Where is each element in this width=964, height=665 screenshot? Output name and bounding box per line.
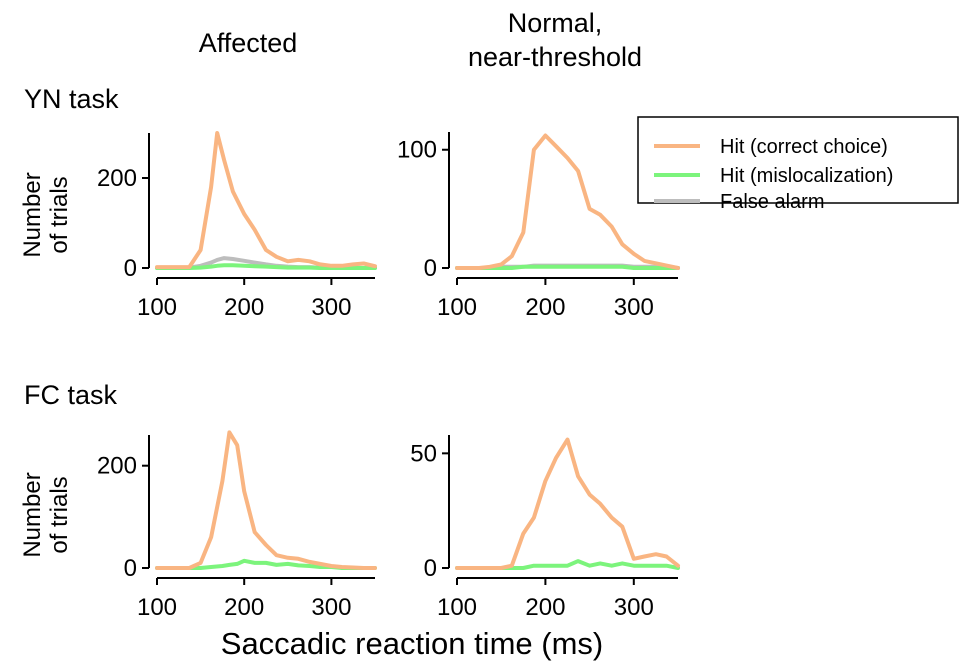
column-title-normal-line2: near-threshold [468, 42, 642, 72]
ylabel-top-line2: of trials [46, 176, 73, 253]
legend-label-false-alarm: False alarm [720, 191, 824, 213]
xlabel: Saccadic reaction time (ms) [221, 626, 603, 661]
y-tick-label-fc-normal: 0 [424, 555, 437, 582]
x-tick-label-yn-affected: 200 [224, 294, 264, 321]
row-title-fc-task: FC task [24, 380, 118, 410]
x-tick-label-fc-normal: 300 [614, 594, 654, 621]
y-tick-label-yn-affected: 0 [124, 255, 137, 282]
y-tick-label-yn-normal: 100 [397, 137, 437, 164]
y-tick-label-fc-affected: 200 [97, 453, 137, 480]
column-title-affected: Affected [199, 28, 298, 58]
panel-fc-affected: 100 200 300 0 200 [97, 430, 377, 621]
y-tick-label-yn-affected: 200 [97, 165, 137, 192]
series-line-hit-correct-yn-affected [155, 131, 377, 270]
series-line-hit-mislocalization-yn-affected [155, 263, 377, 270]
ylabel-top-line1: Number [19, 172, 46, 257]
y-tick-label-fc-normal: 50 [410, 440, 437, 467]
legend-label-hit-mislocalization: Hit (mislocalization) [720, 165, 893, 187]
x-tick-label-fc-normal: 200 [525, 594, 565, 621]
x-tick-label-fc-affected: 200 [224, 594, 264, 621]
x-tick-label-fc-normal: 100 [437, 594, 477, 621]
legend-label-hit-correct: Hit (correct choice) [720, 136, 888, 158]
ylabel-bottom: Number of trials [19, 472, 73, 557]
x-tick-label-fc-affected: 100 [137, 594, 177, 621]
series-line-hit-correct-fc-affected [155, 430, 377, 570]
series-line-hit-correct-yn-normal [455, 133, 680, 270]
legend-frame [637, 116, 959, 204]
ylabel-bottom-line2: of trials [46, 476, 73, 553]
ylabel-top: Number of trials [19, 172, 73, 257]
y-tick-label-yn-normal: 0 [424, 255, 437, 282]
series-line-hit-correct-fc-normal [455, 437, 680, 570]
legend: Hit (correct choice) Hit (mislocalizatio… [637, 116, 959, 213]
y-tick-label-fc-affected: 0 [124, 555, 137, 582]
panel-yn-affected: 100 200 300 0 200 [97, 131, 377, 321]
x-tick-label-yn-normal: 100 [437, 294, 477, 321]
column-title-normal-line1: Normal, [508, 8, 603, 38]
row-title-yn-task: YN task [24, 84, 119, 114]
panel-fc-normal: 100 200 300 0 50 [410, 435, 680, 621]
ylabel-bottom-line1: Number [19, 472, 46, 557]
x-tick-label-yn-affected: 100 [137, 294, 177, 321]
x-tick-label-yn-affected: 300 [311, 294, 351, 321]
x-tick-label-yn-normal: 300 [614, 294, 654, 321]
x-tick-label-yn-normal: 200 [525, 294, 565, 321]
x-tick-label-fc-affected: 300 [311, 594, 351, 621]
